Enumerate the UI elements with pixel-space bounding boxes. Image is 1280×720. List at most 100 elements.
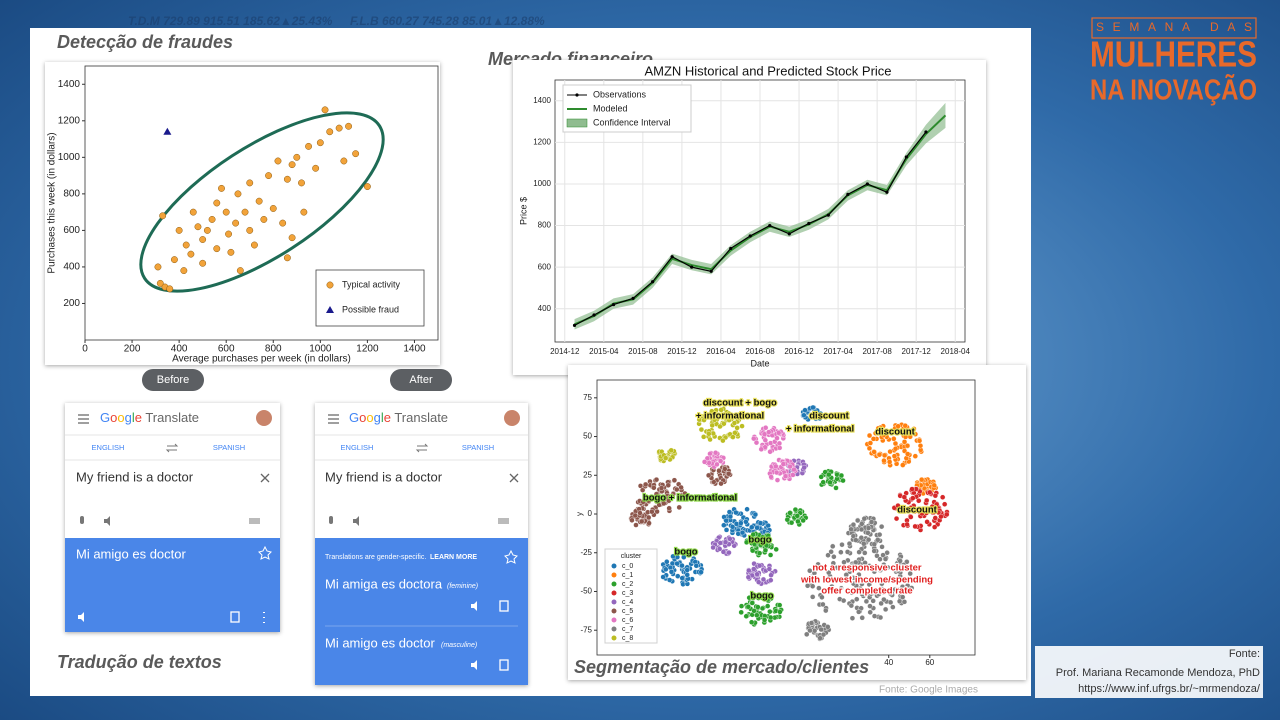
cluster-point bbox=[730, 434, 736, 440]
cluster-point bbox=[850, 580, 857, 587]
activity-point bbox=[352, 150, 360, 158]
learn-more[interactable]: LEARN MORE bbox=[430, 554, 477, 561]
legend-label: c_7 bbox=[622, 626, 633, 633]
speaker-icon[interactable] bbox=[78, 612, 84, 622]
x-tick-label: 1000 bbox=[309, 344, 332, 355]
before-button[interactable] bbox=[142, 369, 204, 391]
cluster-point bbox=[911, 426, 917, 432]
clear-icon[interactable] bbox=[260, 473, 270, 483]
cluster-point bbox=[666, 498, 672, 504]
swap-icon[interactable] bbox=[415, 443, 429, 453]
cluster-point bbox=[820, 601, 826, 608]
cluster-point bbox=[679, 562, 685, 569]
input-text[interactable]: My friend is a doctor bbox=[76, 469, 194, 484]
cluster-point bbox=[823, 607, 829, 614]
y-tick-label: 1000 bbox=[533, 179, 551, 188]
legend-label: c_4 bbox=[622, 599, 633, 606]
cluster-point bbox=[653, 476, 660, 483]
cluster-annotation: discount bbox=[809, 411, 849, 422]
x-tick-label: 800 bbox=[265, 344, 282, 355]
cluster-annotation: + informational bbox=[696, 411, 764, 422]
activity-point bbox=[213, 199, 221, 207]
speaker-icon[interactable] bbox=[104, 516, 110, 526]
cluster-point bbox=[716, 546, 723, 552]
cluster-point bbox=[757, 542, 764, 548]
mic-icon[interactable] bbox=[80, 516, 84, 524]
keyboard-icon[interactable] bbox=[498, 518, 509, 524]
cluster-point bbox=[850, 533, 857, 539]
avatar[interactable] bbox=[256, 410, 272, 426]
cluster-point bbox=[807, 568, 813, 574]
source-author: Prof. Mariana Recamonde Mendoza, PhD bbox=[1056, 667, 1260, 679]
cluster-annotation: not a responsive cluster bbox=[812, 563, 922, 574]
cluster-point bbox=[662, 455, 669, 461]
activity-point bbox=[274, 157, 282, 165]
cluster-point bbox=[767, 608, 773, 615]
translate-card: Google Translate ENGLISH SPANISH My frie… bbox=[315, 403, 528, 685]
menu-icon[interactable] bbox=[78, 414, 89, 424]
cluster-point bbox=[790, 472, 796, 478]
cluster-point bbox=[801, 412, 807, 418]
source-lang[interactable]: ENGLISH bbox=[341, 443, 374, 452]
star-icon[interactable] bbox=[504, 549, 518, 564]
mic-icon[interactable] bbox=[329, 516, 333, 524]
cluster-point bbox=[646, 520, 652, 526]
cluster-point bbox=[717, 458, 724, 464]
x-tick-label: 600 bbox=[218, 344, 235, 355]
y-tick-label: -25 bbox=[580, 548, 592, 557]
cluster-point bbox=[633, 522, 639, 528]
cluster-point bbox=[882, 589, 888, 595]
after-button[interactable] bbox=[390, 369, 452, 391]
activity-point bbox=[241, 208, 249, 216]
speaker-icon[interactable] bbox=[471, 660, 477, 670]
cluster-point bbox=[917, 443, 924, 449]
keyboard-icon[interactable] bbox=[249, 518, 260, 524]
copy-icon[interactable] bbox=[230, 611, 240, 623]
input-text[interactable]: My friend is a doctor bbox=[325, 469, 443, 484]
star-icon[interactable] bbox=[258, 545, 272, 560]
y-tick-label: -75 bbox=[580, 625, 592, 634]
cluster-point bbox=[808, 620, 815, 626]
cluster-point bbox=[884, 550, 890, 556]
cluster-point bbox=[866, 432, 873, 439]
legend-marker bbox=[611, 563, 617, 569]
y-tick-label: 1200 bbox=[58, 115, 81, 126]
activity-point bbox=[363, 183, 371, 191]
activity-point bbox=[208, 215, 216, 223]
cluster-point bbox=[935, 509, 942, 516]
avatar[interactable] bbox=[504, 410, 520, 426]
cluster-point bbox=[674, 486, 680, 493]
cluster-point bbox=[850, 575, 857, 581]
target-lang[interactable]: SPANISH bbox=[462, 443, 494, 452]
copy-icon[interactable] bbox=[499, 600, 509, 612]
activity-point bbox=[203, 226, 211, 234]
speaker-icon[interactable] bbox=[471, 601, 477, 611]
cluster-point bbox=[768, 572, 774, 578]
x-axis-label: Date bbox=[750, 358, 769, 368]
activity-point bbox=[265, 172, 273, 180]
cluster-point bbox=[900, 504, 907, 511]
cluster-annotation: offer completed rate bbox=[821, 586, 912, 597]
cluster-point bbox=[757, 520, 764, 526]
speaker-icon[interactable] bbox=[353, 516, 359, 526]
cluster-point bbox=[861, 541, 867, 547]
typical-ellipse bbox=[139, 111, 385, 293]
cluster-point bbox=[882, 556, 889, 562]
cluster-point bbox=[891, 436, 897, 442]
y-tick-label: 800 bbox=[63, 189, 80, 200]
cluster-point bbox=[705, 472, 712, 479]
cluster-point bbox=[875, 537, 881, 543]
target-lang[interactable]: SPANISH bbox=[213, 443, 245, 452]
cluster-point bbox=[820, 631, 827, 638]
source-lang[interactable]: ENGLISH bbox=[92, 443, 125, 452]
cluster-point bbox=[802, 407, 808, 413]
x-tick-label: 2016-08 bbox=[745, 347, 775, 356]
source-label: Fonte: bbox=[1229, 648, 1260, 660]
x-tick-label: 2018-04 bbox=[941, 347, 971, 356]
cluster-point bbox=[859, 591, 865, 597]
swap-icon[interactable] bbox=[165, 443, 179, 453]
copy-icon[interactable] bbox=[499, 659, 509, 671]
menu-icon[interactable] bbox=[328, 414, 339, 424]
clear-icon[interactable] bbox=[509, 473, 519, 483]
